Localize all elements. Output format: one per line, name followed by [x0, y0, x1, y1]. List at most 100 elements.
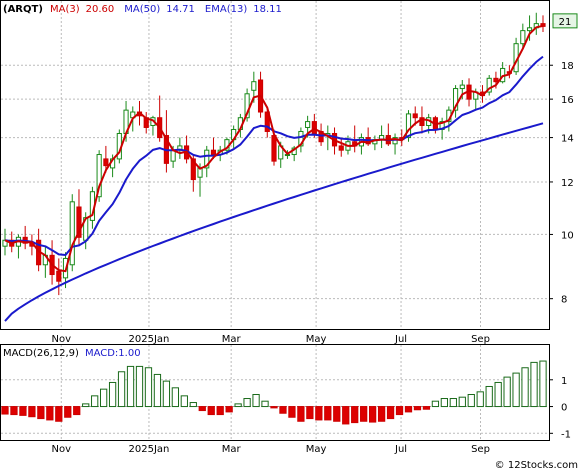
x-tick-label-macd-jul: Jul: [394, 444, 407, 455]
candle-body-11: [76, 206, 82, 238]
legend-label-2: EMA(13): [205, 4, 247, 15]
legend-value-0: 20.60: [86, 4, 115, 15]
macd-bar-1: [10, 406, 18, 416]
macd-bar-8: [73, 406, 81, 416]
chart-title: (ARQT): [3, 4, 43, 15]
macd-bar-0: [1, 406, 9, 415]
macd-bar-7: [64, 406, 72, 418]
macd-bar-28: [252, 394, 260, 408]
price-tick-label-16: 16: [561, 95, 574, 106]
x-tick-label-macd-nov: Nov: [52, 444, 72, 455]
candle-body-72: [486, 77, 492, 93]
macd-bar-47: [422, 406, 431, 410]
macd-bar-26: [234, 403, 242, 408]
x-tick-label-price-2025jan: 2025Jan: [129, 334, 170, 345]
macd-bar-5: [46, 406, 54, 421]
macd-bar-30: [270, 406, 278, 409]
ma3-line: [4, 24, 544, 273]
macd-bar-51: [458, 396, 466, 408]
candle-body-67: [452, 88, 459, 111]
last-price-badge: 21: [552, 13, 578, 29]
x-tick-label-price-nov: Nov: [52, 334, 72, 345]
x-tick-label-price-mar: Mar: [222, 334, 242, 345]
macd-bar-23: [207, 406, 215, 416]
candle-body-46: [311, 121, 317, 134]
candle-body-14: [96, 154, 102, 198]
macd-bar-43: [386, 406, 395, 420]
price-panel-frame: [0, 0, 550, 330]
macd-bar-36: [324, 406, 332, 421]
macd-bar-2: [19, 406, 27, 416]
last-price-box: [552, 13, 578, 29]
macd-bar-9: [82, 403, 90, 408]
price-tick-label-14: 14: [561, 134, 574, 145]
x-tick-label-price-sep: Sep: [471, 334, 490, 345]
candle-body-62: [419, 117, 425, 126]
macd-bar-35: [315, 406, 323, 421]
macd-bar-19: [171, 387, 180, 408]
candle-body-78: [526, 27, 533, 32]
watermark: © 12Stocks.com: [495, 460, 578, 471]
price-tick-label-18: 18: [561, 61, 574, 72]
macd-bar-54: [485, 385, 493, 408]
macd-bar-13: [117, 371, 126, 408]
macd-axis: Nov 2025Jan Mar May Jul Sep -1 0 1: [52, 376, 571, 455]
macd-bar-39: [351, 406, 359, 424]
macd-legend-0: MACD(26,12,9): [3, 348, 79, 359]
x-tick-label-macd-sep: Sep: [471, 444, 490, 455]
macd-bar-57: [512, 372, 520, 408]
macd-bar-48: [431, 400, 440, 408]
price-axis: Nov 2025Jan Mar May Jul Sep 8 10 12 14 16 18: [52, 61, 574, 345]
price-tick-label-12: 12: [561, 178, 574, 189]
ma50-line: [4, 122, 544, 322]
macd-bar-38: [342, 406, 350, 425]
macd-bar-37: [333, 406, 341, 422]
legend-label-0: MA(3): [50, 4, 80, 15]
macd-bar-50: [449, 398, 457, 408]
macd-bar-16: [144, 367, 153, 408]
macd-bar-12: [108, 381, 117, 408]
macd-bar-33: [297, 406, 305, 422]
macd-bar-42: [377, 406, 386, 422]
price-tick-label-8: 8: [561, 295, 567, 306]
candle-body-31: [210, 149, 217, 156]
candle-body-15: [103, 158, 109, 167]
legend-label-1: MA(50): [124, 4, 160, 15]
candle-body-0: [2, 239, 8, 247]
candle-body-77: [520, 30, 526, 45]
candle-body-44: [298, 130, 304, 147]
last-price-text: 21: [559, 17, 572, 28]
macd-bar-14: [126, 365, 135, 408]
macd-bar-49: [440, 398, 449, 408]
candle-body-8: [56, 270, 62, 282]
macd-bar-41: [368, 406, 377, 423]
macd-bar-17: [153, 373, 162, 408]
candle-body-37: [251, 81, 257, 91]
price-tick-label-10: 10: [561, 230, 574, 241]
macd-bar-21: [189, 402, 197, 408]
candle-body-28: [190, 158, 196, 181]
macd-panel-frame: [0, 344, 550, 441]
candle-body-40: [271, 135, 277, 162]
candle-body-30: [204, 149, 210, 169]
macd-bar-4: [37, 406, 45, 420]
macd-bar-27: [243, 398, 251, 408]
macd-bar-31: [279, 406, 287, 414]
macd-tick-label-0: 0: [561, 403, 567, 414]
macd-legend: MACD(26,12,9) MACD:1.00: [3, 348, 141, 359]
macd-bar-45: [404, 406, 413, 413]
macd-bar-56: [503, 376, 511, 408]
macd-bar-15: [135, 365, 144, 408]
candle-body-61: [412, 113, 418, 119]
macd-tick-label--1: -1: [561, 429, 571, 440]
macd-bar-44: [395, 406, 404, 416]
moving-average-lines: [4, 24, 544, 322]
x-tick-label-price-jul: Jul: [394, 334, 407, 345]
macd-bar-10: [91, 395, 99, 408]
macd-bar-24: [216, 406, 224, 416]
candle-body-60: [405, 113, 412, 139]
candle-body-68: [459, 84, 465, 90]
x-tick-label-macd-2025jan: 2025Jan: [129, 444, 170, 455]
macd-bar-3: [28, 406, 36, 418]
